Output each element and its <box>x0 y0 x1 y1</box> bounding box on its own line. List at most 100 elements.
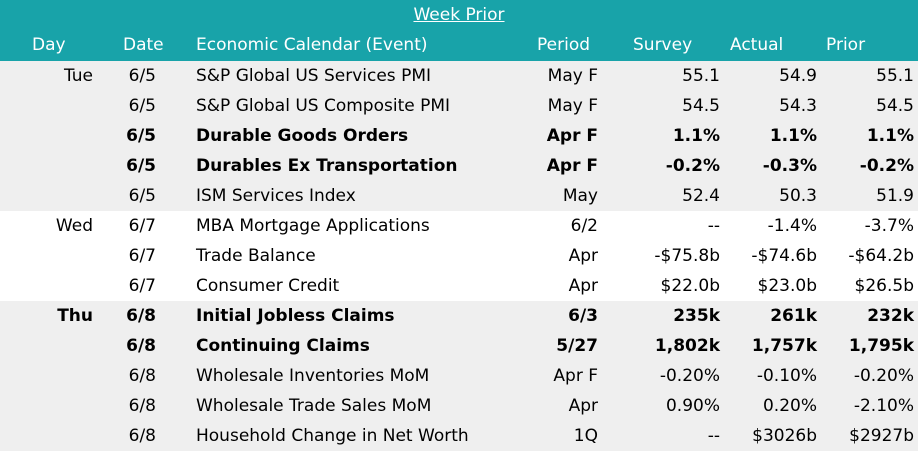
table-row: 6/8 Household Change in Net Worth 1Q -- $302… <box>0 421 918 451</box>
table-row: 6/8 Wholesale Trade Sales MoM Apr 0.90% 0.20… <box>0 391 918 421</box>
cell-prior: 1,795k <box>848 336 914 356</box>
table-title: Week Prior <box>413 5 505 25</box>
cell-survey: 1.1% <box>672 126 720 146</box>
cell-period: May F <box>547 66 598 86</box>
cell-event: Durables Ex Transportation <box>196 156 458 176</box>
cell-survey: 1,802k <box>654 336 720 356</box>
cell-date: 6/5 <box>126 126 156 146</box>
cell-day: Tue <box>63 66 93 86</box>
cell-survey: -0.2% <box>665 156 720 176</box>
cell-period: May F <box>547 96 598 116</box>
cell-period: 1Q <box>573 426 598 446</box>
cell-survey: 0.90% <box>665 396 720 416</box>
cell-survey: -- <box>707 426 720 446</box>
cell-actual: 1.1% <box>769 126 817 146</box>
table-row: 6/5 Durables Ex Transportation Apr F -0.2% -… <box>0 151 918 181</box>
header-actual: Actual <box>730 35 784 55</box>
table-row: 6/5 ISM Services Index May 52.4 50.3 51.9 <box>0 181 918 211</box>
cell-prior: -$64.2b <box>848 246 914 266</box>
cell-date: 6/7 <box>128 276 156 296</box>
cell-actual: $23.0b <box>757 276 817 296</box>
cell-period: 6/3 <box>568 306 598 326</box>
cell-actual: -0.3% <box>762 156 817 176</box>
header-event: Economic Calendar (Event) <box>196 35 428 55</box>
cell-survey: 52.4 <box>682 186 720 206</box>
cell-event: Wholesale Inventories MoM <box>196 366 430 386</box>
table-body: Tue 6/5 S&P Global US Services PMI May F 55.… <box>0 61 918 451</box>
cell-survey: -0.20% <box>659 366 720 386</box>
cell-prior: 55.1 <box>876 66 914 86</box>
cell-event: Consumer Credit <box>196 276 340 296</box>
cell-prior: -0.20% <box>853 366 914 386</box>
cell-survey: 54.5 <box>682 96 720 116</box>
cell-actual: -1.4% <box>767 216 817 236</box>
cell-day: Wed <box>55 216 93 236</box>
cell-date: 6/8 <box>126 336 156 356</box>
cell-date: 6/7 <box>128 216 156 236</box>
cell-date: 6/8 <box>128 396 156 416</box>
table-row: 6/7 Trade Balance Apr -$75.8b -$74.6b -$64.2b <box>0 241 918 271</box>
cell-prior: 51.9 <box>876 186 914 206</box>
cell-prior: $2927b <box>849 426 914 446</box>
cell-actual: 261k <box>770 306 817 326</box>
cell-prior: 1.1% <box>866 126 914 146</box>
cell-period: May <box>562 186 598 206</box>
cell-period: Apr <box>568 396 598 416</box>
cell-prior: -2.10% <box>853 396 914 416</box>
cell-date: 6/8 <box>126 306 156 326</box>
cell-period: Apr F <box>546 126 598 146</box>
cell-actual: $3026b <box>752 426 817 446</box>
cell-event: Household Change in Net Worth <box>196 426 469 446</box>
cell-actual: 50.3 <box>779 186 817 206</box>
cell-period: Apr <box>568 246 598 266</box>
cell-date: 6/5 <box>128 186 156 206</box>
cell-period: Apr <box>568 276 598 296</box>
table-banner: Week Prior <box>0 0 918 30</box>
cell-day: Thu <box>57 306 93 326</box>
cell-event: ISM Services Index <box>196 186 356 206</box>
cell-event: Wholesale Trade Sales MoM <box>196 396 432 416</box>
table-row: 6/5 Durable Goods Orders Apr F 1.1% 1.1% 1.1% <box>0 121 918 151</box>
cell-period: Apr F <box>546 156 598 176</box>
cell-prior: $26.5b <box>854 276 914 296</box>
cell-period: 5/27 <box>556 336 598 356</box>
cell-event: Continuing Claims <box>196 336 370 356</box>
cell-survey: $22.0b <box>660 276 720 296</box>
table-row: Thu 6/8 Initial Jobless Claims 6/3 235k 261k 2… <box>0 301 918 331</box>
header-period: Period <box>537 35 591 55</box>
cell-actual: 54.9 <box>779 66 817 86</box>
cell-prior: -3.7% <box>864 216 914 236</box>
cell-period: 6/2 <box>570 216 598 236</box>
cell-date: 6/5 <box>128 96 156 116</box>
cell-event: Trade Balance <box>196 246 316 266</box>
cell-event: Initial Jobless Claims <box>196 306 395 326</box>
table-row: Tue 6/5 S&P Global US Services PMI May F 55.… <box>0 61 918 91</box>
cell-event: S&P Global US Services PMI <box>196 66 431 86</box>
table-row: 6/8 Wholesale Inventories MoM Apr F -0.20% -… <box>0 361 918 391</box>
cell-survey: 55.1 <box>682 66 720 86</box>
header-day: Day <box>32 35 66 55</box>
cell-survey: 235k <box>673 306 720 326</box>
cell-event: S&P Global US Composite PMI <box>196 96 451 116</box>
cell-actual: -0.10% <box>756 366 817 386</box>
header-prior: Prior <box>826 35 866 55</box>
cell-date: 6/5 <box>126 156 156 176</box>
cell-prior: 54.5 <box>876 96 914 116</box>
cell-actual: 1,757k <box>751 336 817 356</box>
table-row: 6/8 Continuing Claims 5/27 1,802k 1,757k 1,79… <box>0 331 918 361</box>
cell-date: 6/8 <box>128 366 156 386</box>
cell-actual: 0.20% <box>762 396 817 416</box>
table-row: 6/7 Consumer Credit Apr $22.0b $23.0b $26.5b <box>0 271 918 301</box>
cell-event: MBA Mortgage Applications <box>196 216 430 236</box>
cell-date: 6/5 <box>128 66 156 86</box>
cell-actual: 54.3 <box>779 96 817 116</box>
table-row: Wed 6/7 MBA Mortgage Applications 6/2 -- -1.4… <box>0 211 918 241</box>
cell-actual: -$74.6b <box>751 246 817 266</box>
cell-event: Durable Goods Orders <box>196 126 409 146</box>
table-row: 6/5 S&P Global US Composite PMI May F 54.5 5… <box>0 91 918 121</box>
header-survey: Survey <box>633 35 693 55</box>
cell-period: Apr F <box>553 366 598 386</box>
cell-survey: -$75.8b <box>654 246 720 266</box>
cell-prior: 232k <box>867 306 914 326</box>
